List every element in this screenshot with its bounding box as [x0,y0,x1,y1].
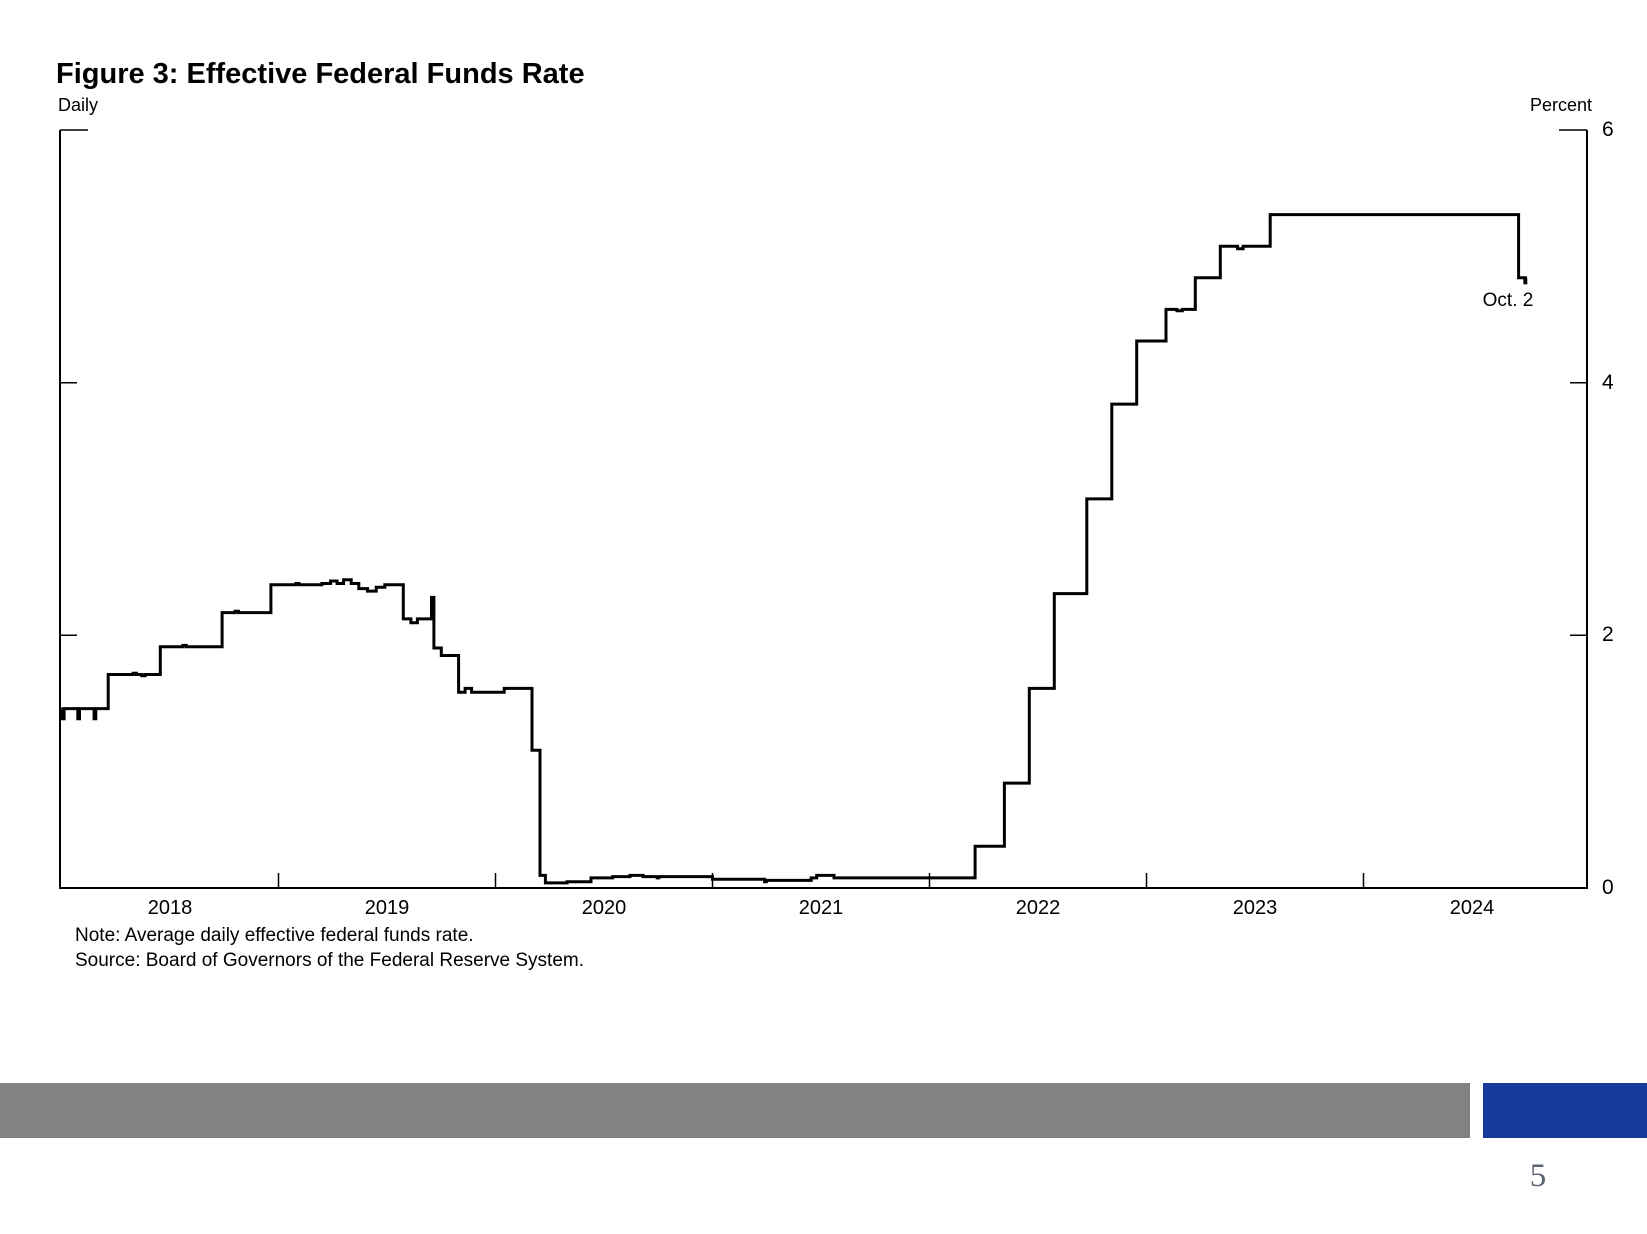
last-observation-annotation: Oct. 2 [1482,290,1534,311]
effr-line-chart [59,129,1588,889]
footer-bar-blue [1483,1083,1647,1138]
footer-bar-gray [0,1083,1470,1138]
figure-note: Note: Average daily effective federal fu… [75,925,474,946]
frequency-label: Daily [58,95,99,115]
x-axis-year-label-2020: 2020 [581,897,627,919]
y-axis-tick-label-4: 4 [1602,371,1614,394]
unit-label: Percent [1529,95,1592,115]
x-axis-year-label-2022: 2022 [1015,897,1061,919]
x-axis-year-label-2021: 2021 [798,897,844,919]
y-axis-tick-label-6: 6 [1602,118,1614,141]
figure-source: Source: Board of Governors of the Federa… [75,950,585,971]
x-axis-year-label-2024: 2024 [1449,897,1495,919]
figure-title: Figure 3: Effective Federal Funds Rate [56,58,585,90]
y-axis-tick-label-2: 2 [1602,623,1614,646]
page-number: 5 [1529,1158,1547,1194]
y-axis-tick-label-0: 0 [1602,876,1614,899]
x-axis-year-label-2023: 2023 [1232,897,1278,919]
x-axis-year-label-2019: 2019 [364,897,410,919]
x-axis-year-label-2018: 2018 [147,897,193,919]
